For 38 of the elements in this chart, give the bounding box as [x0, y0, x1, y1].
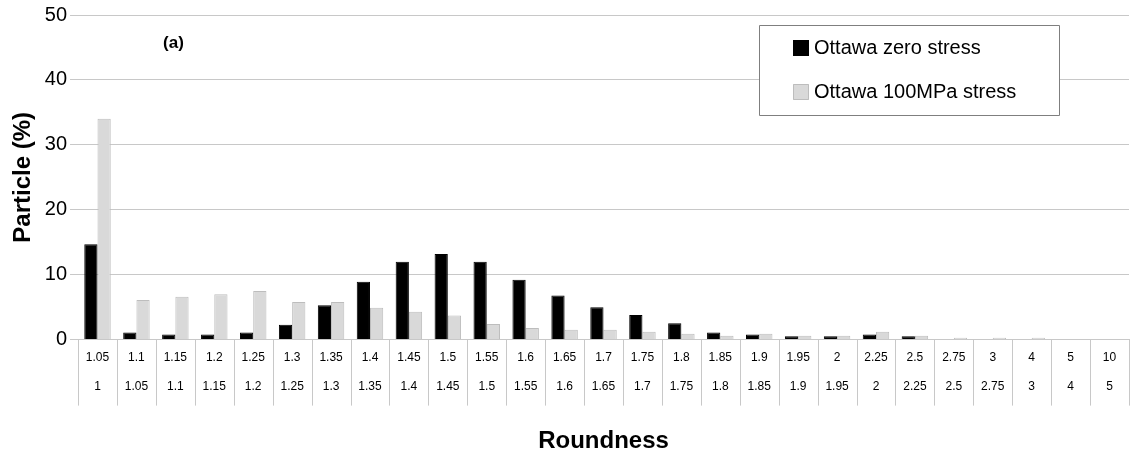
category-label: 2 1.95	[825, 350, 849, 394]
category-label: 1.1 1.05	[124, 350, 149, 394]
category-label: 1.45 1.4	[397, 350, 421, 394]
category-label: 1.25 1.2	[241, 350, 265, 394]
legend-label: Ottawa 100MPa stress	[814, 79, 1017, 102]
category-label: 1.4 1.35	[358, 350, 382, 394]
category-label: 2.75 2.5	[942, 350, 966, 394]
y-tick-label: 20	[44, 197, 68, 220]
category-label: 5 4	[1067, 350, 1074, 394]
category-label: 2.5 2.25	[903, 350, 927, 394]
x-axis-title: Roundness	[538, 426, 669, 454]
category-label: 1.35 1.3	[319, 350, 343, 394]
category-label: 1.15 1.1	[163, 350, 188, 394]
category-label: 1.7 1.65	[591, 350, 616, 394]
y-axis-title: Particle (%)	[8, 111, 36, 243]
category-label: 1.5 1.45	[436, 350, 460, 394]
category-label: 1.55 1.5	[475, 350, 499, 394]
category-label: 1.85 1.8	[708, 350, 732, 394]
y-tick-label: 50	[44, 2, 68, 25]
category-label: 1.65 1.6	[552, 350, 577, 394]
category-label: 2.25 2	[864, 350, 888, 394]
category-label: 10 5	[1102, 350, 1117, 394]
y-tick-label: 0	[55, 327, 68, 350]
category-label: 1.75 1.7	[630, 350, 655, 394]
category-label: 1.8 1.75	[669, 350, 694, 394]
category-label: 1.95 1.9	[786, 350, 810, 394]
legend-label: Ottawa zero stress	[814, 35, 981, 58]
category-label: 3 2.75	[981, 350, 1005, 394]
y-tick-label: 30	[44, 132, 68, 155]
category-label: 1.3 1.25	[280, 350, 304, 394]
y-tick-label: 40	[44, 67, 68, 90]
category-label: 4 3	[1028, 350, 1036, 394]
category-label: 1.6 1.55	[513, 350, 538, 394]
annotation: (a)	[163, 32, 184, 52]
category-label: 1.05 1	[85, 350, 110, 394]
y-tick-label: 10	[44, 262, 68, 285]
category-label: 1.2 1.15	[202, 350, 226, 394]
category-label: 1.9 1.85	[747, 350, 771, 394]
